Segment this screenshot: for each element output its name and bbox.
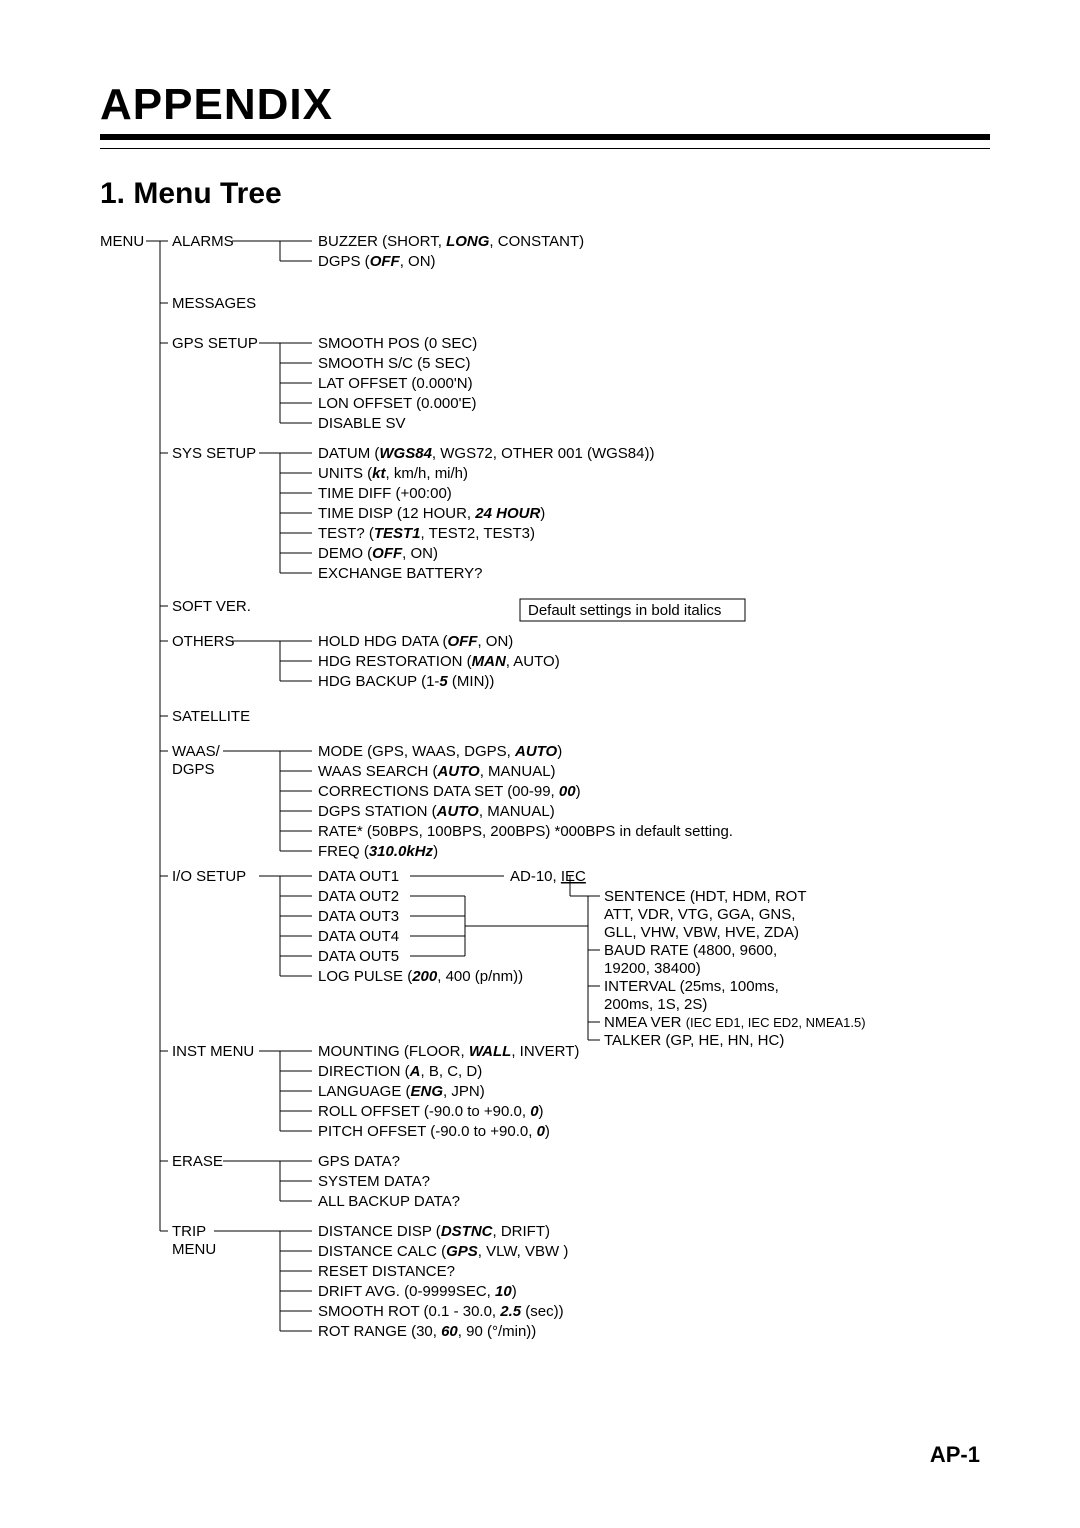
svg-text:LANGUAGE (ENG, JPN): LANGUAGE (ENG, JPN) [318, 1083, 485, 1100]
section-heading: 1. Menu Tree [100, 177, 990, 211]
svg-text:WAAS SEARCH (AUTO, MANUAL): WAAS SEARCH (AUTO, MANUAL) [318, 763, 556, 780]
svg-text:SYS SETUP: SYS SETUP [172, 445, 256, 462]
svg-text:PITCH OFFSET (-90.0 to +90.0,: PITCH OFFSET (-90.0 to +90.0, 0) [318, 1123, 550, 1140]
page-number: AP-1 [930, 1442, 980, 1468]
menu-tree-diagram: MENU ALARMS BUZZER (SHORT, LONG, CONSTANT)… [100, 231, 970, 1351]
svg-text:ALL BACKUP DATA?: ALL BACKUP DATA? [318, 1193, 460, 1210]
svg-text:HDG RESTORATION (MAN, AUTO): HDG RESTORATION (MAN, AUTO) [318, 653, 560, 670]
svg-text:LOG PULSE (200, 400 (p/nm)): LOG PULSE (200, 400 (p/nm)) [318, 968, 523, 985]
svg-text:DEMO (OFF, ON): DEMO (OFF, ON) [318, 545, 438, 562]
svg-text:TIME DISP (12 HOUR, 24 HOUR): TIME DISP (12 HOUR, 24 HOUR) [318, 505, 545, 522]
svg-text:SENTENCE (HDT, HDM, ROT: SENTENCE (HDT, HDM, ROT [604, 888, 807, 905]
svg-text:TALKER (GP, HE, HN, HC): TALKER (GP, HE, HN, HC) [604, 1032, 784, 1049]
svg-text:DATA OUT3: DATA OUT3 [318, 908, 399, 925]
svg-text:HOLD HDG DATA (OFF, ON): HOLD HDG DATA (OFF, ON) [318, 633, 513, 650]
svg-text:DATA OUT1: DATA OUT1 [318, 868, 399, 885]
svg-text:I/O SETUP: I/O SETUP [172, 868, 246, 885]
svg-text:LAT OFFSET (0.000'N): LAT OFFSET (0.000'N) [318, 375, 473, 392]
svg-text:SOFT VER.: SOFT VER. [172, 598, 251, 615]
svg-text:DATA OUT5: DATA OUT5 [318, 948, 399, 965]
svg-text:HDG BACKUP (1-5 (MIN)): HDG BACKUP (1-5 (MIN)) [318, 673, 494, 690]
svg-text:RATE* (50BPS, 100BPS, 200BPS): RATE* (50BPS, 100BPS, 200BPS) *000BPS in… [318, 823, 733, 840]
svg-text:ATT, VDR, VTG, GGA, GNS,: ATT, VDR, VTG, GGA, GNS, [604, 906, 795, 923]
svg-text:SMOOTH ROT (0.1 - 30.0, 2.5 (s: SMOOTH ROT (0.1 - 30.0, 2.5 (sec)) [318, 1303, 564, 1320]
svg-text:Default settings in bold itali: Default settings in bold italics [528, 602, 721, 619]
svg-text:DATA OUT4: DATA OUT4 [318, 928, 399, 945]
svg-text:DGPS STATION (AUTO, MANUAL): DGPS STATION (AUTO, MANUAL) [318, 803, 555, 820]
svg-text:DISTANCE CALC (GPS, VLW, VBW ): DISTANCE CALC (GPS, VLW, VBW ) [318, 1243, 568, 1260]
svg-text:MODE (GPS, WAAS, DGPS, AUTO): MODE (GPS, WAAS, DGPS, AUTO) [318, 743, 562, 760]
svg-text:GLL, VHW, VBW, HVE, ZDA): GLL, VHW, VBW, HVE, ZDA) [604, 924, 799, 941]
svg-text:DGPS: DGPS [172, 761, 215, 778]
svg-text:CORRECTIONS DATA SET (00-99, 0: CORRECTIONS DATA SET (00-99, 00) [318, 783, 581, 800]
svg-text:RESET DISTANCE?: RESET DISTANCE? [318, 1263, 455, 1280]
svg-text:OTHERS: OTHERS [172, 633, 235, 650]
rule-thick [100, 134, 990, 140]
svg-text:LON OFFSET (0.000'E): LON OFFSET (0.000'E) [318, 395, 476, 412]
svg-text:DIRECTION (A, B, C, D): DIRECTION (A, B, C, D) [318, 1063, 482, 1080]
svg-text:DATUM (WGS84, WGS72, OTHER 001: DATUM (WGS84, WGS72, OTHER 001 (WGS84)) [318, 445, 654, 462]
svg-text:MESSAGES: MESSAGES [172, 295, 256, 312]
svg-text:ROT RANGE (30, 60, 90 (°/min)): ROT RANGE (30, 60, 90 (°/min)) [318, 1323, 536, 1340]
svg-text:TIME DIFF (+00:00): TIME DIFF (+00:00) [318, 485, 452, 502]
svg-text:ALARMS: ALARMS [172, 233, 234, 250]
svg-text:SATELLITE: SATELLITE [172, 708, 250, 725]
svg-text:DATA OUT2: DATA OUT2 [318, 888, 399, 905]
svg-text:DISABLE SV: DISABLE SV [318, 415, 406, 432]
svg-text:NMEA VER (IEC ED1, IEC ED2, NM: NMEA VER (IEC ED1, IEC ED2, NMEA1.5) [604, 1014, 866, 1031]
svg-text:200ms, 1S, 2S): 200ms, 1S, 2S) [604, 996, 707, 1013]
svg-text:AD-10, IEC: AD-10, IEC [510, 868, 586, 885]
svg-text:DRIFT AVG. (0-9999SEC, 10): DRIFT AVG. (0-9999SEC, 10) [318, 1283, 517, 1300]
svg-text:WAAS/: WAAS/ [172, 743, 221, 760]
svg-text:GPS SETUP: GPS SETUP [172, 335, 258, 352]
svg-text:19200, 38400): 19200, 38400) [604, 960, 701, 977]
svg-text:TEST? (TEST1, TEST2, TEST3): TEST? (TEST1, TEST2, TEST3) [318, 525, 535, 542]
svg-text:BAUD RATE (4800, 9600,: BAUD RATE (4800, 9600, [604, 942, 777, 959]
svg-text:INTERVAL (25ms, 100ms,: INTERVAL (25ms, 100ms, [604, 978, 779, 995]
svg-text:EXCHANGE BATTERY?: EXCHANGE BATTERY? [318, 565, 483, 582]
rule-thin [100, 148, 990, 149]
svg-text:MENU: MENU [172, 1241, 216, 1258]
page-title: APPENDIX [100, 80, 990, 130]
svg-text:SMOOTH S/C (5 SEC): SMOOTH S/C (5 SEC) [318, 355, 471, 372]
svg-text:DISTANCE DISP (DSTNC, DRIFT): DISTANCE DISP (DSTNC, DRIFT) [318, 1223, 550, 1240]
svg-text:ERASE: ERASE [172, 1153, 223, 1170]
svg-text:GPS DATA?: GPS DATA? [318, 1153, 400, 1170]
svg-text:DGPS (OFF, ON): DGPS (OFF, ON) [318, 253, 436, 270]
svg-text:FREQ (310.0kHz): FREQ (310.0kHz) [318, 843, 438, 860]
svg-text:TRIP: TRIP [172, 1223, 206, 1240]
svg-text:MOUNTING (FLOOR, WALL, INVERT: MOUNTING (FLOOR, WALL, INVERT) [318, 1043, 579, 1060]
svg-text:ROLL OFFSET (-90.0 to +90.0, 0: ROLL OFFSET (-90.0 to +90.0, 0) [318, 1103, 544, 1120]
svg-text:MENU: MENU [100, 233, 144, 250]
svg-text:BUZZER (SHORT, LONG, CONSTANT): BUZZER (SHORT, LONG, CONSTANT) [318, 233, 584, 250]
svg-text:SYSTEM DATA?: SYSTEM DATA? [318, 1173, 430, 1190]
svg-text:UNITS (kt, km/h, mi/h): UNITS (kt, km/h, mi/h) [318, 465, 468, 482]
svg-text:SMOOTH POS (0 SEC): SMOOTH POS (0 SEC) [318, 335, 477, 352]
svg-text:INST MENU: INST MENU [172, 1043, 254, 1060]
